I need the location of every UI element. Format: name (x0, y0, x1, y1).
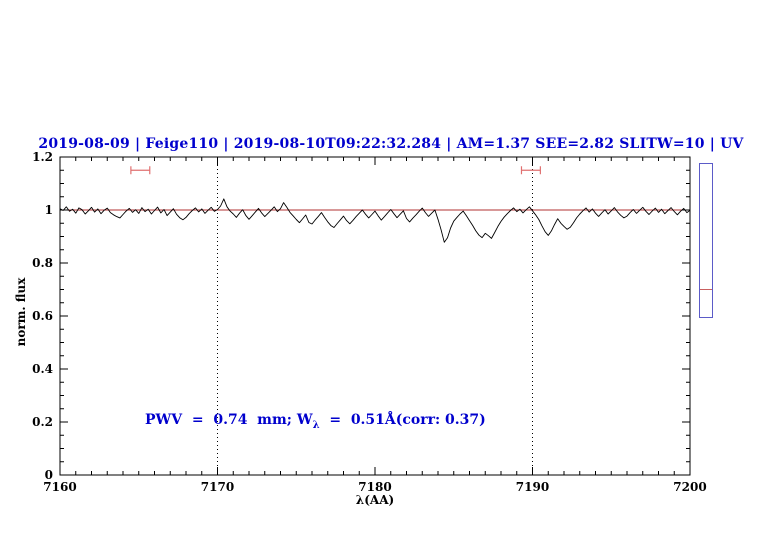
plot-frame (59, 156, 691, 476)
y-tick-label: 0 (45, 468, 53, 482)
x-tick-label: 7160 (43, 480, 76, 494)
x-axis-label: λ(AA) (355, 493, 395, 507)
x-tick-label: 7180 (358, 480, 391, 494)
plot-title: 2019-08-09 | Feige110 | 2019-08-10T09:22… (38, 136, 744, 152)
pwv-annotation-subscript: λ (312, 419, 320, 431)
pwv-annotation-suffix: = 0.51Å(corr: 0.37) (319, 412, 486, 428)
spectrum-line (59, 198, 691, 243)
x-tick-label: 7190 (516, 480, 549, 494)
y-tick-label: 0.6 (32, 309, 53, 323)
side-panel-line (700, 289, 712, 291)
pwv-annotation-prefix: PWV = 0.74 mm; W (145, 412, 313, 428)
x-tick-label: 7170 (201, 480, 234, 494)
pwv-annotation: PWV = 0.74 mm; Wλ = 0.51Å(corr: 0.37) (145, 412, 486, 431)
y-tick-label: 0.2 (32, 415, 53, 429)
y-tick-label: 0.8 (32, 256, 53, 270)
y-tick-label: 0.4 (32, 362, 53, 376)
uv-range-indicator (699, 163, 713, 318)
y-axis-label: norm. flux (14, 277, 28, 347)
y-tick-label: 1.2 (32, 150, 53, 164)
y-tick-label: 1 (45, 203, 53, 217)
x-tick-label: 7200 (673, 480, 706, 494)
